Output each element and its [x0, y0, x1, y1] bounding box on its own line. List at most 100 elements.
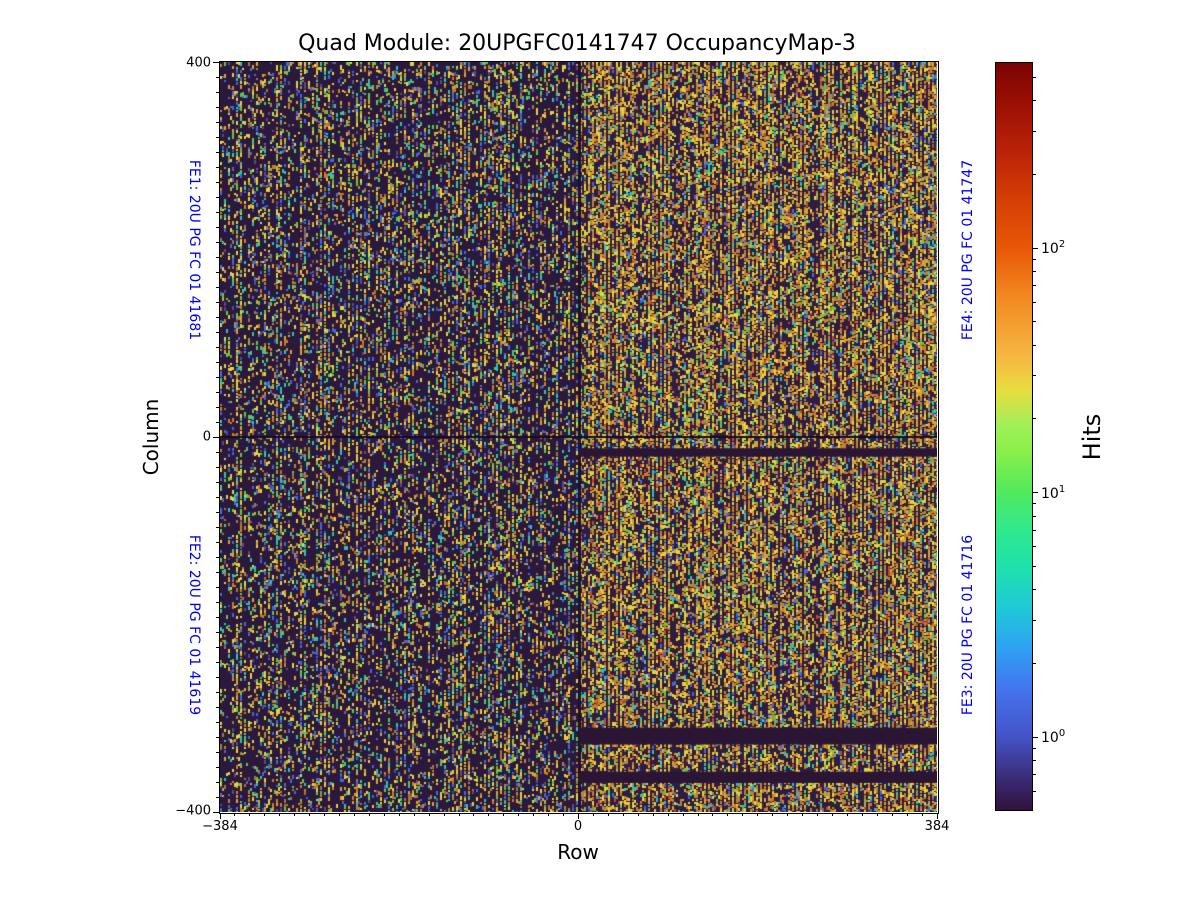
x-minor-tick [413, 813, 415, 816]
colorbar-minor-tick [1033, 130, 1036, 132]
y-minor-tick [216, 751, 219, 753]
y-minor-tick [216, 301, 219, 303]
colorbar-minor-tick [1033, 344, 1036, 346]
x-minor-tick [667, 813, 669, 816]
occupancy-heatmap-canvas [220, 62, 937, 812]
y-minor-tick [216, 481, 219, 483]
x-tick-label: 384 [924, 819, 950, 834]
y-minor-tick [216, 781, 219, 783]
colorbar-minor-tick [1033, 515, 1036, 517]
y-minor-tick [216, 361, 219, 363]
colorbar-tick-label: 101 [1041, 483, 1066, 502]
x-minor-tick [831, 813, 833, 816]
x-minor-tick [802, 813, 804, 816]
x-minor-tick [607, 813, 609, 816]
y-minor-tick [216, 631, 219, 633]
y-minor-tick [216, 151, 219, 153]
colorbar-minor-tick [1033, 503, 1036, 505]
y-tick-label: 400 [186, 55, 211, 71]
y-minor-tick [216, 376, 219, 378]
y-minor-tick [216, 166, 219, 168]
x-major-tick [219, 813, 221, 819]
y-minor-tick [216, 796, 219, 798]
x-minor-tick [443, 813, 445, 816]
x-axis-label: Row [557, 840, 599, 864]
colorbar-minor-tick [1033, 100, 1036, 102]
y-minor-tick [216, 586, 219, 588]
colorbar-minor-tick [1033, 321, 1036, 323]
x-minor-tick [906, 813, 908, 816]
fe3-label: FE3: 20U PG FC 01 41716 [960, 534, 976, 716]
y-minor-tick [216, 316, 219, 318]
x-minor-tick [398, 813, 400, 816]
x-minor-tick [488, 813, 490, 816]
y-minor-tick [216, 601, 219, 603]
y-major-tick [213, 61, 219, 63]
x-minor-tick [891, 813, 893, 816]
x-minor-tick [264, 813, 266, 816]
y-minor-tick [216, 721, 219, 723]
y-minor-tick [216, 676, 219, 678]
x-minor-tick [383, 813, 385, 816]
y-minor-tick [216, 106, 219, 108]
y-minor-tick [216, 241, 219, 243]
x-minor-tick [294, 813, 296, 816]
x-minor-tick [727, 813, 729, 816]
x-minor-tick [234, 813, 236, 816]
x-minor-tick [339, 813, 340, 816]
x-minor-tick [682, 813, 684, 816]
colorbar-minor-tick [1033, 418, 1036, 420]
x-minor-tick [652, 813, 654, 816]
colorbar-minor-tick [1033, 76, 1036, 78]
colorbar-minor-tick [1033, 258, 1036, 260]
x-minor-tick [279, 813, 281, 816]
colorbar-minor-tick [1033, 301, 1036, 303]
x-minor-tick [697, 813, 699, 816]
x-minor-tick [592, 813, 594, 816]
y-minor-tick [216, 421, 219, 423]
y-minor-tick [216, 91, 219, 93]
y-minor-tick [216, 646, 219, 648]
x-minor-tick [428, 813, 430, 816]
y-minor-tick [216, 466, 219, 468]
x-minor-tick [458, 813, 460, 816]
y-minor-tick [216, 181, 219, 183]
y-minor-tick [216, 256, 219, 258]
y-axis-label: Column [139, 398, 163, 476]
x-major-tick [936, 813, 938, 819]
x-minor-tick [473, 813, 475, 816]
colorbar-minor-tick [1033, 662, 1036, 664]
y-minor-tick [216, 121, 219, 123]
colorbar-tick-label: 102 [1041, 239, 1066, 257]
y-minor-tick [216, 346, 219, 348]
x-minor-tick [518, 813, 520, 816]
colorbar-minor-tick [1033, 565, 1036, 567]
fe2-label: FE2: 20U PG FC 01 41619 [186, 534, 202, 716]
x-minor-tick [249, 813, 251, 816]
x-minor-tick [876, 813, 878, 816]
x-minor-tick [533, 813, 535, 816]
colorbar-minor-tick [1033, 619, 1036, 621]
y-minor-tick [216, 571, 219, 573]
y-minor-tick [216, 556, 219, 558]
x-minor-tick [861, 813, 863, 816]
colorbar-major-tick [1033, 492, 1038, 493]
colorbar-minor-tick [1033, 546, 1036, 548]
x-minor-tick [772, 813, 774, 816]
y-minor-tick [216, 706, 219, 708]
x-tick-label: −384 [202, 819, 238, 834]
x-minor-tick [817, 813, 818, 816]
colorbar-label: Hits [1078, 413, 1106, 461]
y-minor-tick [216, 406, 219, 408]
x-minor-tick [712, 813, 714, 816]
colorbar-tick-label: 100 [1041, 728, 1066, 746]
x-major-tick [578, 813, 579, 819]
colorbar-minor-tick [1033, 173, 1036, 175]
y-minor-tick [216, 331, 219, 333]
colorbar-minor-tick [1033, 589, 1036, 591]
colorbar-minor-tick [1033, 790, 1036, 792]
plot-title: Quad Module: 20UPGFC0141747 OccupancyMap… [298, 31, 856, 56]
x-minor-tick [353, 813, 355, 816]
colorbar-minor-tick [1033, 774, 1036, 776]
